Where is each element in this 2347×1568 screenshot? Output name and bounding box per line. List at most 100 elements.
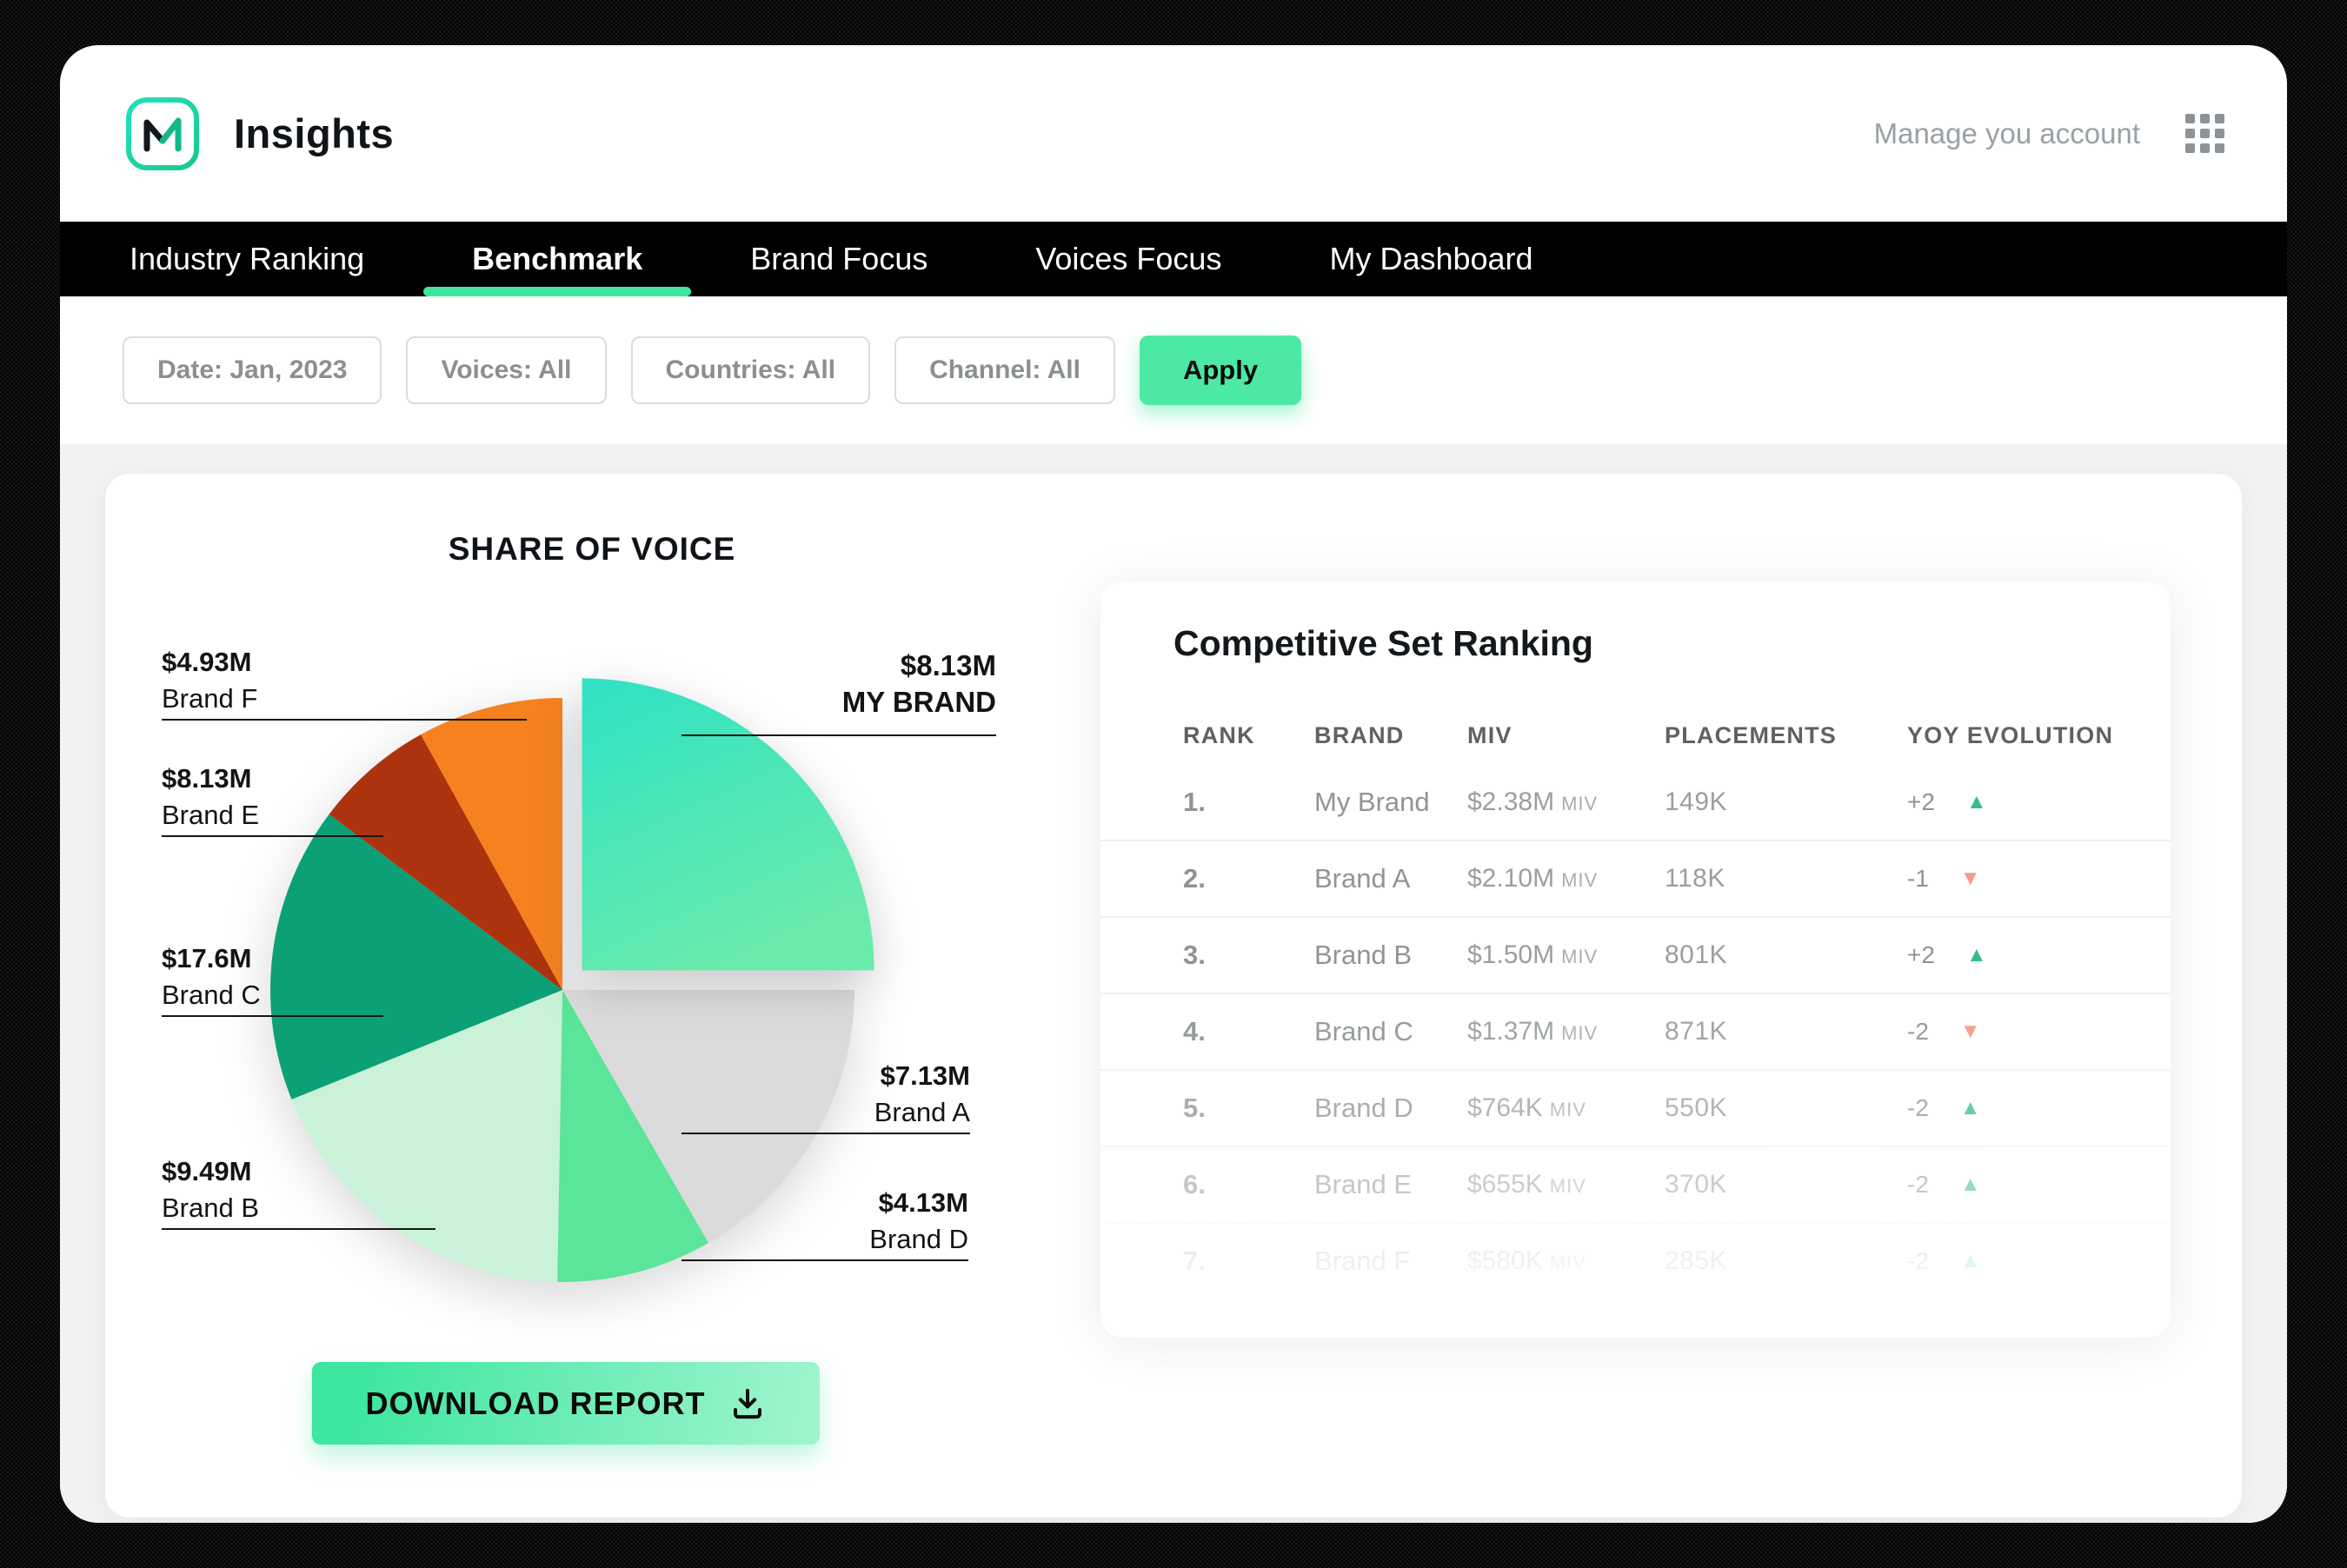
rank-cell: 5.	[1183, 1093, 1206, 1123]
table-row: 6. Brand E $655K MIV 370K -2 ▲	[1100, 1146, 2171, 1222]
yoy-cell: +2 ▲	[1907, 788, 2136, 816]
pie-label-name: Brand E	[162, 800, 260, 830]
table-row: 4. Brand C $1.37M MIV 871K -2 ▼	[1100, 993, 2171, 1069]
yoy-cell: -2 ▼	[1907, 1018, 2136, 1046]
table-body: 1. My Brand $2.38M MIV 149K +2 ▲ 2. Brand …	[1100, 765, 2171, 1299]
yoy-trend-icon: ▲	[1959, 1096, 1981, 1120]
miv-unit: MIV	[1549, 1099, 1586, 1120]
table-row: 5. Brand D $764K MIV 550K -2 ▲	[1100, 1069, 2171, 1146]
pie-label-name: MY BRAND	[841, 686, 996, 718]
miv-cell: $580K MIV	[1467, 1246, 1665, 1276]
filter-date-button[interactable]: Date: Jan, 2023	[123, 336, 382, 404]
brand-cell: Brand C	[1314, 1016, 1413, 1046]
miv-value: $2.10M	[1467, 864, 1555, 893]
competitive-set-ranking-card: Competitive Set Ranking RANK BRAND MIV P…	[1100, 581, 2171, 1338]
pie-slice-brand-b[interactable]	[291, 990, 562, 1282]
brand-cell: Brand A	[1314, 863, 1411, 894]
benchmark-card: SHARE OF VOICE $4.93M Brand F $8.13M Bra	[105, 474, 2242, 1518]
rank-cell: 1.	[1183, 787, 1206, 817]
nav-item-voices-focus[interactable]: Voices Focus	[1035, 241, 1222, 276]
miv-cell: $2.10M MIV	[1467, 864, 1665, 894]
table-header-row: RANK BRAND MIV PLACEMENTS YOY EVOLUTION	[1100, 714, 2171, 756]
nav-item-industry-ranking[interactable]: Industry Ranking	[130, 241, 365, 276]
yoy-cell: -2 ▲	[1907, 1247, 2136, 1275]
miv-value: $1.50M	[1467, 940, 1555, 969]
pie-label-name: Brand B	[162, 1193, 260, 1223]
brand-cell: Brand F	[1314, 1246, 1411, 1276]
pie-slice-brand-a[interactable]	[562, 990, 854, 1243]
yoy-trend-icon: ▲	[1959, 1249, 1981, 1272]
filter-channel-button[interactable]: Channel: All	[894, 336, 1115, 404]
placements-cell: 550K	[1665, 1093, 1728, 1122]
miv-value: $764K	[1467, 1093, 1543, 1122]
table-row: 1. My Brand $2.38M MIV 149K +2 ▲	[1100, 765, 2171, 840]
pie-label-value: $7.13M	[880, 1060, 970, 1091]
miv-unit: MIV	[1561, 946, 1599, 967]
placements-cell: 370K	[1665, 1170, 1728, 1199]
pie-label-value: $4.93M	[162, 647, 252, 677]
rank-cell: 7.	[1183, 1246, 1206, 1276]
nav-item-my-dashboard[interactable]: My Dashboard	[1329, 241, 1533, 276]
download-icon	[734, 1388, 762, 1419]
yoy-value: -2	[1907, 1094, 1929, 1121]
manage-account-link[interactable]: Manage you account	[1873, 116, 2140, 149]
apps-grid-icon[interactable]	[2185, 114, 2224, 153]
miv-cell: $1.37M MIV	[1467, 1017, 1665, 1046]
col-header-yoy-evolution: YOY EVOLUTION	[1907, 721, 2114, 748]
apply-filters-button[interactable]: Apply	[1139, 336, 1302, 405]
download-report-label: DOWNLOAD REPORT	[365, 1385, 706, 1421]
pie-slice-brand-e[interactable]	[329, 734, 562, 990]
share-of-voice-pie-chart	[270, 678, 874, 1282]
top-bar: Insights Manage you account	[60, 45, 2287, 222]
pie-label-value: $4.13M	[878, 1187, 968, 1218]
filter-voices-button[interactable]: Voices: All	[406, 336, 607, 404]
pie-slice-my-brand[interactable]	[582, 678, 874, 971]
miv-cell: $764K MIV	[1467, 1093, 1665, 1123]
miv-value: $655K	[1467, 1170, 1543, 1199]
col-header-miv: MIV	[1467, 721, 1513, 748]
col-header-brand: BRAND	[1314, 721, 1405, 748]
placements-cell: 118K	[1665, 864, 1725, 893]
pie-label-brand-d: $4.13M Brand D	[681, 1185, 968, 1261]
miv-unit: MIV	[1561, 793, 1599, 814]
yoy-value: -2	[1907, 1171, 1929, 1198]
yoy-cell: -1 ▼	[1907, 865, 2136, 893]
pie-slice-brand-f[interactable]	[421, 698, 562, 990]
yoy-cell: +2 ▲	[1907, 941, 2136, 969]
pie-label-value: $9.49M	[162, 1156, 252, 1186]
nav-item-brand-focus[interactable]: Brand Focus	[750, 241, 928, 276]
table-row: 2. Brand A $2.10M MIV 118K -1 ▼	[1100, 840, 2171, 916]
brand-logo-icon	[126, 96, 199, 170]
pie-slice-brand-d[interactable]	[557, 990, 708, 1282]
main-nav: Industry Ranking Benchmark Brand Focus V…	[60, 222, 2287, 296]
rank-cell: 4.	[1183, 1016, 1206, 1046]
filter-countries-button[interactable]: Countries: All	[630, 336, 871, 404]
yoy-trend-icon: ▼	[1959, 1020, 1981, 1043]
pie-label-value: $8.13M	[162, 763, 252, 794]
brand-cell: My Brand	[1314, 787, 1430, 817]
miv-unit: MIV	[1561, 1022, 1599, 1044]
pie-label-name: Brand F	[162, 683, 258, 714]
yoy-value: +2	[1907, 788, 1935, 815]
rank-cell: 2.	[1183, 863, 1206, 894]
pie-label-brand-a: $7.13M Brand A	[681, 1058, 970, 1134]
pie-label-value: $8.13M	[900, 649, 996, 681]
yoy-trend-icon: ▲	[1965, 790, 1987, 814]
pie-label-brand-b: $9.49M Brand B	[162, 1153, 435, 1230]
placements-cell: 285K	[1665, 1246, 1728, 1275]
miv-unit: MIV	[1561, 869, 1599, 891]
chart-title: SHARE OF VOICE	[448, 531, 736, 567]
nav-item-benchmark[interactable]: Benchmark	[418, 222, 696, 296]
miv-cell: $1.50M MIV	[1467, 940, 1665, 970]
yoy-trend-icon: ▲	[1965, 943, 1987, 967]
pie-label-name: Brand C	[162, 980, 261, 1010]
download-report-button[interactable]: DOWNLOAD REPORT	[312, 1362, 820, 1445]
miv-unit: MIV	[1549, 1252, 1586, 1273]
miv-value: $1.37M	[1467, 1017, 1555, 1046]
miv-unit: MIV	[1549, 1175, 1586, 1197]
pie-label-brand-c: $17.6M Brand C	[162, 940, 383, 1017]
content-area: SHARE OF VOICE $4.93M Brand F $8.13M Bra	[60, 444, 2287, 1523]
pie-slice-brand-c[interactable]	[270, 814, 562, 1100]
filter-bar: Date: Jan, 2023 Voices: All Countries: A…	[60, 296, 2287, 444]
